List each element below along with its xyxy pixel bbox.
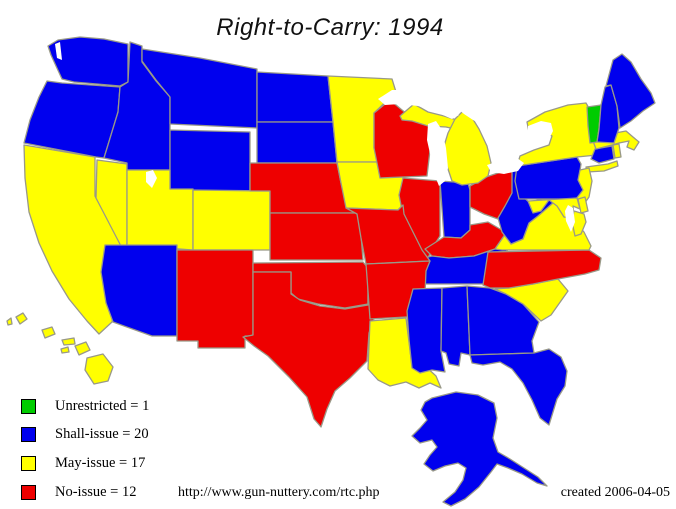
state-ks (269, 212, 364, 261)
state-wy (169, 129, 251, 192)
state-ct (590, 145, 615, 164)
lakes-group (55, 42, 575, 232)
chesapeake-bay (565, 205, 575, 232)
state-nc (482, 249, 602, 289)
state-al (440, 285, 471, 367)
great-salt-lake (146, 170, 157, 188)
state-mo (345, 204, 431, 265)
shall-issue-color-swatch (21, 427, 36, 442)
state-in (439, 180, 471, 239)
state-hi-islands (6, 312, 114, 385)
state-sd (256, 121, 338, 164)
state-fl (469, 348, 568, 426)
legend-row-may-issue: May-issue = 17 (21, 455, 145, 472)
state-ms (406, 287, 446, 374)
lake-huron (458, 104, 487, 125)
state-nm (176, 249, 254, 349)
state-mt (141, 48, 258, 129)
lake-ontario (528, 121, 553, 148)
lake-michigan (427, 121, 448, 186)
legend-row-shall-issue: Shall-issue = 20 (21, 426, 149, 443)
page-title: Right-to-Carry: 1994 (216, 14, 444, 41)
state-or (23, 80, 121, 159)
may-issue-color-swatch (21, 456, 36, 471)
unrestricted-color-swatch (21, 399, 36, 414)
state-tx (242, 267, 376, 428)
states-group (6, 36, 656, 507)
state-ri (612, 143, 622, 159)
lake-superior (378, 90, 459, 119)
created-date-text: created 2006-04-05 (560, 485, 670, 500)
state-de (577, 196, 589, 214)
legend-label-no-issue: No-issue = 12 (55, 484, 137, 500)
legend-row-no-issue: No-issue = 12 (21, 484, 136, 501)
state-ak (411, 391, 548, 507)
source-url-text: http://www.gun-nuttery.com/rtc.php (178, 485, 380, 500)
state-co (192, 189, 271, 251)
puget-sound (55, 42, 62, 60)
state-me (605, 53, 656, 129)
state-nd (256, 71, 334, 123)
legend-label-may-issue: May-issue = 17 (55, 455, 146, 471)
no-issue-color-swatch (21, 485, 36, 500)
legend-row-unrestricted: Unrestricted = 1 (21, 398, 149, 415)
state-ma (592, 130, 640, 151)
lake-erie (487, 158, 524, 174)
legend-label-unrestricted: Unrestricted = 1 (55, 398, 150, 414)
legend-label-shall-issue: Shall-issue = 20 (55, 426, 149, 442)
